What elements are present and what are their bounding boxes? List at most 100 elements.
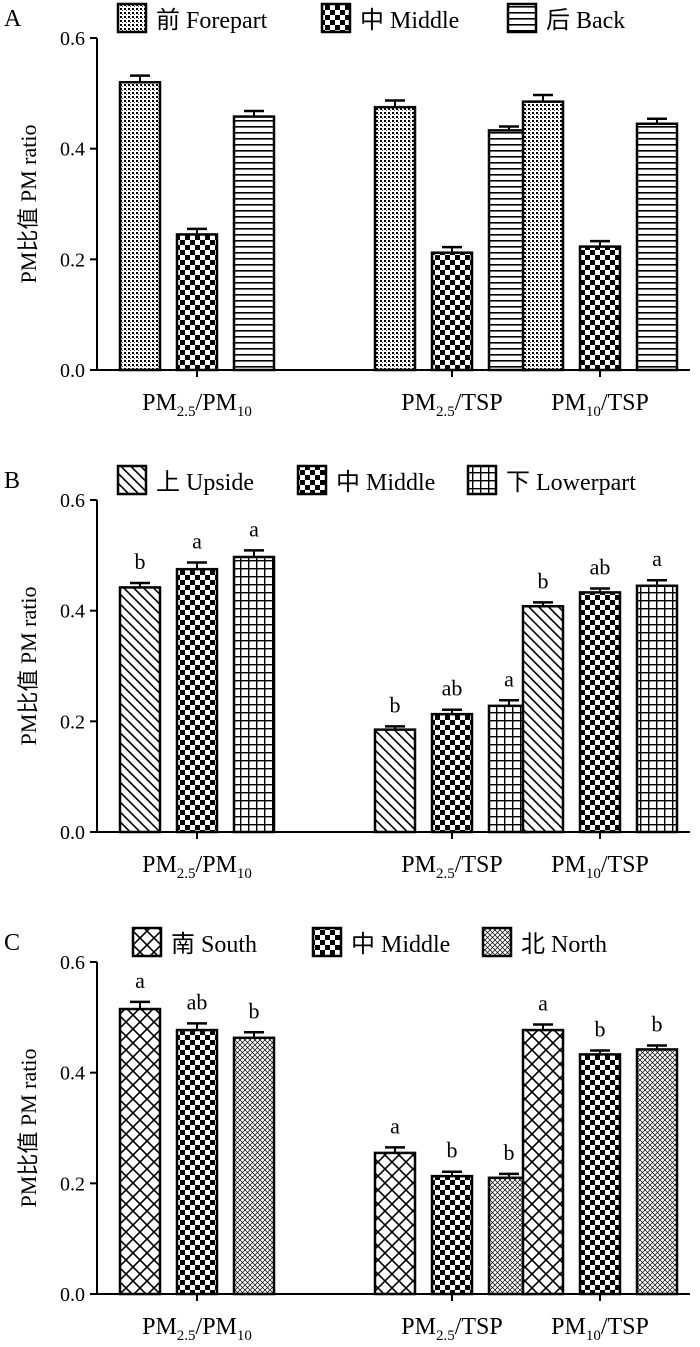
legend-label: 中 Middle bbox=[336, 469, 435, 496]
x-tick-label: PM2.5/PM10 bbox=[142, 1314, 252, 1344]
x-tick-text: /PM bbox=[196, 852, 237, 878]
y-tick-label: 0.0 bbox=[60, 822, 85, 844]
bar-diag-2 bbox=[521, 604, 565, 834]
x-tick-text: PM bbox=[142, 1314, 177, 1340]
significance-label: b bbox=[447, 1138, 458, 1163]
x-tick-subscript: 10 bbox=[586, 404, 601, 420]
significance-label: b bbox=[652, 1012, 663, 1037]
x-tick-text: /PM bbox=[196, 1314, 237, 1340]
legend-item: 前 Forepart bbox=[116, 2, 268, 34]
legend-swatch bbox=[506, 2, 538, 34]
y-tick-label: 0.6 bbox=[60, 28, 85, 50]
x-tick-text: PM bbox=[142, 852, 177, 878]
significance-label: ab bbox=[187, 989, 208, 1014]
bar-crosshatch-1 bbox=[373, 1151, 417, 1296]
legend-item: 下 Lowerpart bbox=[466, 464, 636, 496]
x-tick-text: /TSP bbox=[455, 852, 503, 878]
bar-checker-1 bbox=[430, 712, 474, 834]
x-tick-subscript: 2.5 bbox=[177, 404, 196, 420]
y-tick-label: 0.6 bbox=[60, 952, 85, 974]
panel-letter: C bbox=[4, 930, 20, 956]
x-tick-text: PM bbox=[142, 390, 177, 416]
x-tick-subscript: 10 bbox=[237, 866, 252, 882]
legend-label: 北 North bbox=[521, 931, 607, 958]
significance-label: a bbox=[249, 516, 259, 541]
legend-swatch bbox=[296, 464, 328, 496]
x-tick-text: /TSP bbox=[601, 1314, 649, 1340]
x-tick-subscript: 10 bbox=[586, 866, 601, 882]
significance-label: a bbox=[538, 991, 548, 1016]
x-tick-text: PM bbox=[401, 852, 436, 878]
legend-swatch bbox=[116, 464, 148, 496]
bar-crosshatch-2 bbox=[521, 1028, 565, 1296]
y-tick-label: 0.2 bbox=[60, 249, 85, 271]
x-tick-subscript: 10 bbox=[237, 404, 252, 420]
bar-dots-2 bbox=[521, 100, 565, 372]
bar-finehatch-2 bbox=[635, 1048, 679, 1296]
x-tick-text: /TSP bbox=[601, 390, 649, 416]
x-tick-label: PM10/TSP bbox=[551, 1314, 649, 1344]
legend-item: 中 Middle bbox=[296, 464, 435, 496]
bar-grid-0 bbox=[232, 555, 276, 834]
significance-label: ab bbox=[442, 676, 463, 701]
y-tick-label: 0.2 bbox=[60, 711, 85, 733]
significance-label: b bbox=[504, 1140, 515, 1165]
legend-item: 上 Upside bbox=[116, 464, 254, 496]
legend-swatch bbox=[320, 2, 352, 34]
legend-swatch bbox=[131, 926, 163, 958]
legend-label: 南 South bbox=[171, 931, 257, 958]
x-tick-text: PM bbox=[551, 390, 586, 416]
x-tick-subscript: 2.5 bbox=[436, 1328, 455, 1344]
legend-label: 后 Back bbox=[546, 7, 625, 34]
y-tick-label: 0.6 bbox=[60, 490, 85, 512]
legend-item: 北 North bbox=[481, 926, 607, 958]
legend-label: 上 Upside bbox=[156, 469, 254, 496]
panel-letter: B bbox=[4, 468, 20, 494]
bar-dots-0 bbox=[118, 81, 162, 372]
bar-hlines-2 bbox=[635, 122, 679, 372]
x-tick-subscript: 2.5 bbox=[177, 866, 196, 882]
x-tick-subscript: 2.5 bbox=[177, 1328, 196, 1344]
legend-swatch bbox=[481, 926, 513, 958]
significance-label: a bbox=[652, 546, 662, 571]
y-axis-label: PM比值 PM ratio bbox=[16, 1049, 41, 1208]
significance-label: ab bbox=[590, 555, 611, 580]
significance-label: b bbox=[595, 1017, 606, 1042]
x-tick-text: /TSP bbox=[455, 390, 503, 416]
bar-checker-0 bbox=[175, 1028, 219, 1296]
bar-checker-0 bbox=[175, 567, 219, 834]
significance-label: a bbox=[504, 666, 514, 691]
x-tick-subscript: 10 bbox=[237, 1328, 252, 1344]
x-tick-text: PM bbox=[401, 1314, 436, 1340]
x-tick-label: PM2.5/TSP bbox=[401, 1314, 502, 1344]
significance-label: b bbox=[135, 549, 146, 574]
bar-finehatch-0 bbox=[232, 1036, 276, 1296]
bar-grid-2 bbox=[635, 584, 679, 834]
bar-diag-1 bbox=[373, 728, 417, 834]
x-tick-text: PM bbox=[551, 1314, 586, 1340]
legend-label: 中 Middle bbox=[351, 931, 450, 958]
bar-crosshatch-0 bbox=[118, 1007, 162, 1296]
bar-checker-1 bbox=[430, 1174, 474, 1296]
x-tick-text: PM bbox=[551, 852, 586, 878]
legend-item: 南 South bbox=[131, 926, 257, 958]
bar-checker-0 bbox=[175, 233, 219, 372]
x-tick-label: PM10/TSP bbox=[551, 390, 649, 420]
bar-diag-0 bbox=[118, 586, 162, 834]
legend-swatch bbox=[311, 926, 343, 958]
legend-item: 后 Back bbox=[506, 2, 625, 34]
legend-swatch bbox=[116, 2, 148, 34]
x-tick-text: /PM bbox=[196, 390, 237, 416]
legend-swatch bbox=[466, 464, 498, 496]
significance-label: a bbox=[390, 1113, 400, 1138]
panel-letter: A bbox=[4, 6, 22, 32]
y-tick-label: 0.2 bbox=[60, 1173, 85, 1195]
x-tick-text: /TSP bbox=[601, 852, 649, 878]
significance-label: b bbox=[249, 998, 260, 1023]
significance-label: b bbox=[390, 692, 401, 717]
x-tick-label: PM2.5/PM10 bbox=[142, 390, 252, 420]
